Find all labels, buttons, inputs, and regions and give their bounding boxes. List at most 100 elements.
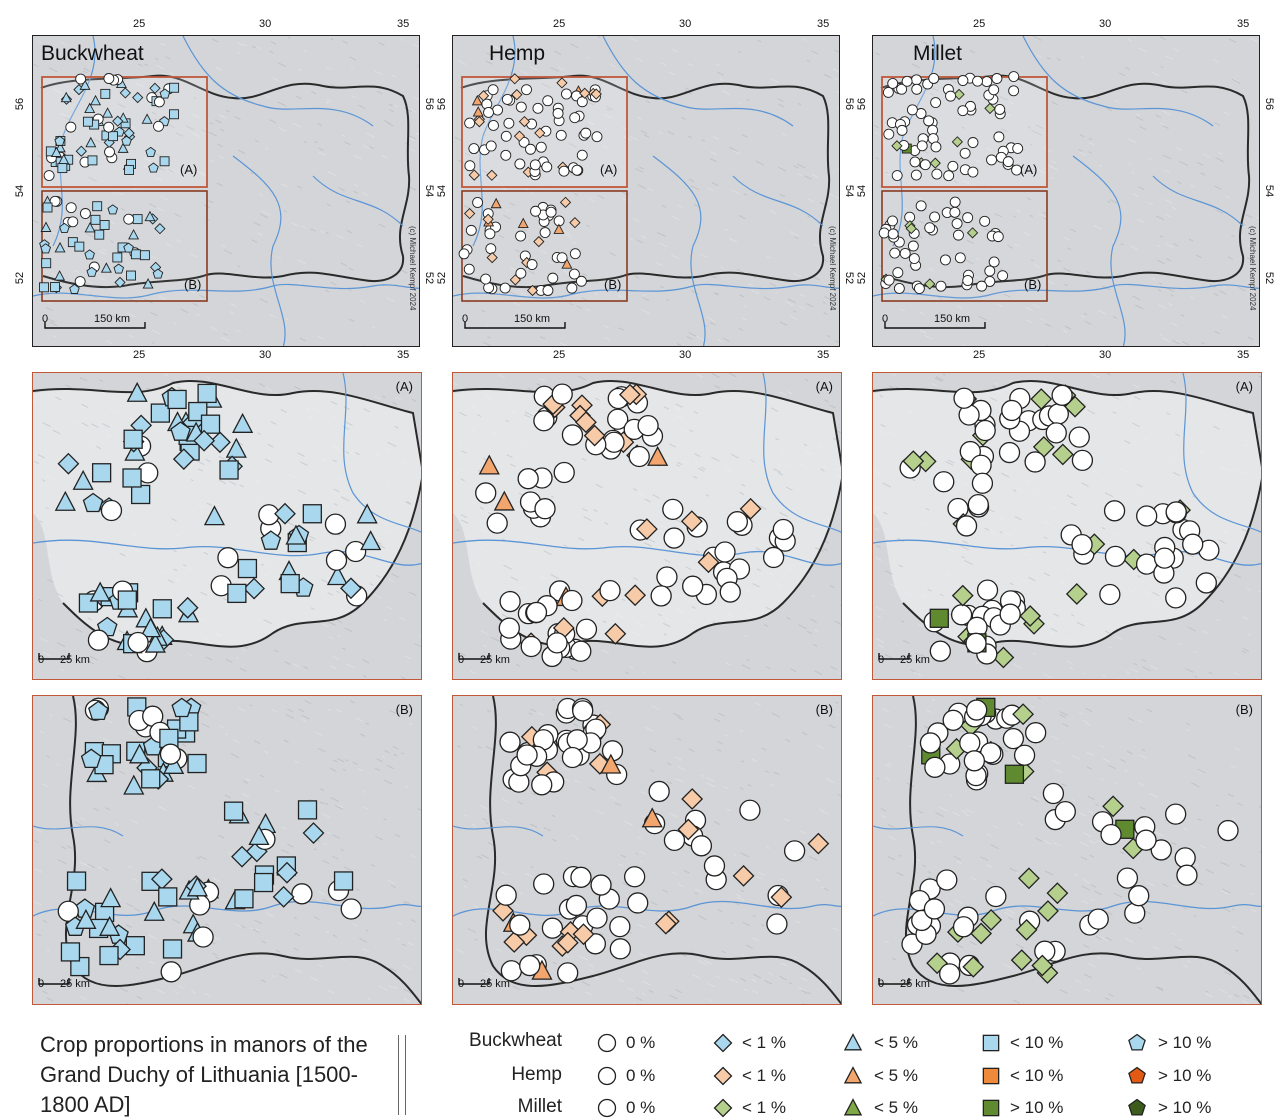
relief-stroke	[210, 326, 217, 331]
relief-stroke	[678, 779, 685, 783]
relief-stroke	[455, 948, 465, 954]
relief-stroke	[1124, 440, 1131, 444]
manor-circle-marker	[988, 256, 1000, 268]
relief-stroke	[350, 65, 354, 68]
relief-stroke	[374, 452, 382, 458]
relief-stroke	[817, 744, 824, 749]
relief-stroke	[235, 923, 242, 928]
relief-stroke	[52, 334, 57, 338]
relief-stroke	[397, 922, 403, 926]
relief-stroke	[740, 977, 747, 982]
relief-stroke	[144, 63, 149, 66]
relief-stroke	[1096, 95, 1101, 99]
relief-stroke	[747, 613, 756, 619]
manor-circle-marker	[535, 141, 547, 153]
relief-stroke	[646, 100, 651, 104]
relief-stroke	[406, 501, 411, 504]
relief-stroke	[375, 835, 383, 841]
relief-stroke	[891, 957, 897, 961]
relief-stroke	[551, 495, 555, 498]
relief-stroke	[46, 317, 56, 323]
relief-stroke	[881, 814, 887, 818]
relief-stroke	[671, 215, 680, 221]
relief-stroke	[135, 966, 140, 970]
relief-stroke	[777, 166, 787, 172]
relief-stroke	[337, 634, 341, 637]
relief-stroke	[223, 332, 228, 336]
map-title: Millet	[913, 42, 963, 65]
relief-stroke	[552, 961, 557, 965]
relief-stroke	[283, 739, 289, 743]
relief-stroke	[689, 429, 694, 433]
relief-stroke	[201, 723, 210, 728]
relief-stroke	[585, 224, 590, 228]
relief-stroke	[492, 432, 499, 436]
relief-stroke	[105, 807, 111, 811]
relief-stroke	[127, 865, 133, 869]
manor-square-marker	[122, 468, 142, 488]
scale-bar	[884, 322, 986, 329]
relief-stroke	[1193, 914, 1197, 917]
manor-diamond-marker	[1046, 882, 1069, 905]
relief-stroke	[935, 812, 944, 818]
relief-stroke	[700, 774, 705, 778]
manor-pentagon-marker	[148, 162, 159, 173]
relief-stroke	[585, 991, 592, 996]
relief-stroke	[1043, 572, 1051, 577]
relief-stroke	[789, 486, 793, 489]
relief-stroke	[929, 841, 935, 845]
relief-stroke	[287, 708, 294, 713]
relief-stroke	[282, 620, 288, 624]
relief-stroke	[387, 606, 393, 610]
manor-circle-marker	[915, 200, 927, 212]
relief-stroke	[531, 792, 536, 796]
relief-stroke	[947, 902, 955, 907]
relief-stroke	[290, 222, 300, 227]
relief-stroke	[183, 565, 192, 571]
relief-stroke	[965, 808, 975, 814]
relief-stroke	[992, 385, 996, 388]
relief-stroke	[219, 392, 225, 396]
relief-stroke	[961, 540, 968, 544]
relief-stroke	[1145, 541, 1154, 547]
relief-stroke	[1094, 890, 1103, 896]
relief-stroke	[361, 191, 369, 196]
relief-stroke	[348, 289, 352, 292]
relief-stroke	[1233, 573, 1242, 579]
relief-stroke	[234, 116, 241, 121]
lon-tick: 30	[1099, 18, 1112, 30]
relief-stroke	[1186, 729, 1190, 732]
relief-stroke	[33, 839, 39, 844]
relief-stroke	[151, 329, 160, 335]
terrain-relief	[453, 373, 841, 676]
manor-diamond-marker	[1015, 918, 1038, 941]
relief-stroke	[766, 666, 771, 670]
manor-diamond-marker	[807, 832, 830, 855]
relief-stroke	[304, 700, 312, 705]
relief-stroke	[595, 809, 605, 815]
manor-circle-marker	[910, 169, 922, 181]
relief-stroke	[884, 653, 893, 659]
scale-km: 150 km	[94, 313, 131, 325]
manor-circle-marker	[340, 898, 362, 920]
relief-stroke	[37, 454, 46, 459]
relief-stroke	[276, 256, 282, 260]
manor-circle-marker	[597, 1098, 617, 1118]
relief-stroke	[492, 98, 500, 103]
relief-stroke	[173, 170, 179, 174]
relief-stroke	[117, 103, 127, 109]
relief-stroke	[1111, 395, 1120, 400]
relief-stroke	[685, 87, 689, 90]
relief-stroke	[647, 538, 656, 543]
relief-stroke	[1037, 168, 1045, 174]
relief-stroke	[675, 756, 682, 761]
relief-stroke	[208, 131, 217, 137]
legend-triangle-icon	[843, 1033, 863, 1051]
manor-triangle-marker	[232, 412, 254, 433]
inset-map-a-buckwheat: (A)	[32, 372, 422, 680]
relief-stroke	[255, 955, 259, 958]
relief-stroke	[1181, 89, 1188, 94]
relief-stroke	[1231, 908, 1236, 911]
relief-stroke	[1089, 854, 1094, 858]
relief-stroke	[605, 105, 614, 111]
